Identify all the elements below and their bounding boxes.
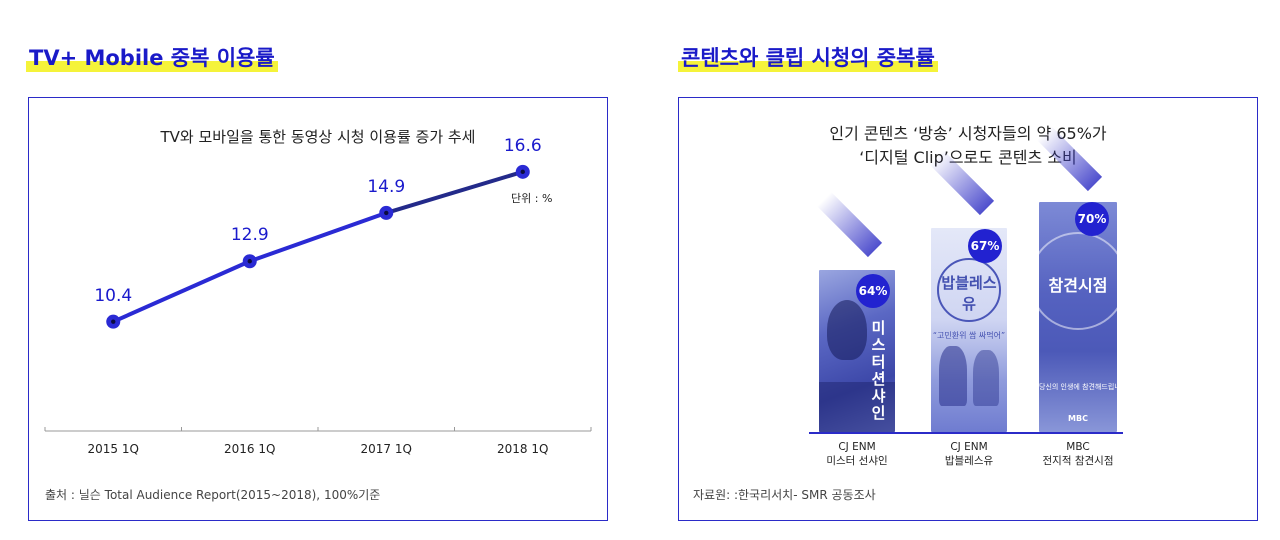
headline-line2: ‘디지털 Clip’으로도 콘텐츠 소비	[859, 148, 1077, 167]
series-line-segment	[385, 169, 524, 215]
pct-badge: 67%	[968, 229, 1002, 263]
data-point-center	[520, 169, 525, 175]
series-line-segment	[112, 259, 251, 324]
poster-bar: 참견시점 당신의 인생에 참견해드립니다 MBC	[1039, 202, 1117, 432]
poster-program: 전지적 참견시점	[1042, 455, 1114, 467]
clip-panel: 인기 콘텐츠 ‘방송’ 시청자들의 약 65%가 ‘디지털 Clip’으로도 콘…	[678, 97, 1258, 521]
poster-caption: CJ ENM 밥블레스유	[909, 440, 1029, 468]
poster-program: 밥블레스유	[944, 455, 994, 467]
x-tick-label: 2015 1Q	[87, 442, 139, 456]
poster-program: 미스터 선샤인	[826, 455, 888, 467]
line-chart-svg	[44, 164, 592, 432]
poster-art-caption: “고민환위 쌈 싸먹어”	[932, 331, 1006, 340]
pct-badge: 64%	[856, 274, 890, 308]
poster-channel: MBC	[1066, 441, 1090, 453]
poster-channel: CJ ENM	[838, 441, 876, 453]
x-tick-label: 2017 1Q	[360, 442, 412, 456]
value-label: 12.9	[230, 225, 269, 246]
poster-channel: CJ ENM	[950, 441, 988, 453]
line-chart-title: TV와 모바일을 통한 동영상 시청 이용률 증가 추세	[160, 128, 476, 146]
right-section-title: 콘텐츠와 클립 시청의 중복률	[678, 44, 938, 72]
poster-art-text: 참견시점	[1048, 276, 1108, 295]
poster-ring	[1039, 232, 1117, 330]
data-point-center	[111, 319, 116, 324]
data-point-center	[384, 210, 389, 216]
headline-line1: 인기 콘텐츠 ‘방송’ 시청자들의 약 65%가	[829, 124, 1107, 143]
value-label: 16.6	[503, 135, 542, 156]
line-chart-panel: TV와 모바일을 통한 동영상 시청 이용률 증가 추세 단위 : % 10.4…	[28, 97, 608, 521]
poster-art-text: 미스터션샤인	[869, 320, 887, 422]
poster-bar: 밥블레스유 “고민환위 쌈 싸먹어”	[931, 228, 1007, 432]
value-label: 10.4	[94, 285, 133, 306]
x-tick-label: 2018 1Q	[497, 442, 549, 456]
pct-badge: 70%	[1075, 202, 1109, 236]
poster-art-caption: 당신의 인생에 참견해드립니다	[1039, 383, 1117, 391]
left-section-title: TV+ Mobile 중복 이용률	[26, 44, 278, 72]
x-tick-label: 2016 1Q	[224, 442, 276, 456]
left-source: 출처 : 닐슨 Total Audience Report(2015~2018)…	[45, 488, 381, 502]
pct-streak	[817, 192, 883, 258]
poster-shade	[819, 382, 895, 432]
poster-caption: CJ ENM 미스터 선샤인	[797, 440, 917, 468]
poster-figure	[939, 346, 967, 406]
data-point-center	[247, 259, 252, 264]
mbc-logo: MBC	[1068, 414, 1088, 423]
unit-label: 단위 : %	[511, 192, 553, 205]
poster-caption: MBC 전지적 참견시점	[1018, 440, 1138, 468]
right-source: 자료원: :한국리서치- SMR 공동조사	[693, 488, 876, 502]
series-line-segment	[249, 211, 387, 264]
poster-figure	[827, 300, 867, 360]
poster-baseline	[809, 432, 1123, 434]
poster-figure	[973, 350, 999, 406]
poster-bowl	[937, 258, 1001, 322]
poster-art-text: 밥블레스유	[941, 274, 997, 313]
value-label: 14.9	[367, 176, 406, 197]
